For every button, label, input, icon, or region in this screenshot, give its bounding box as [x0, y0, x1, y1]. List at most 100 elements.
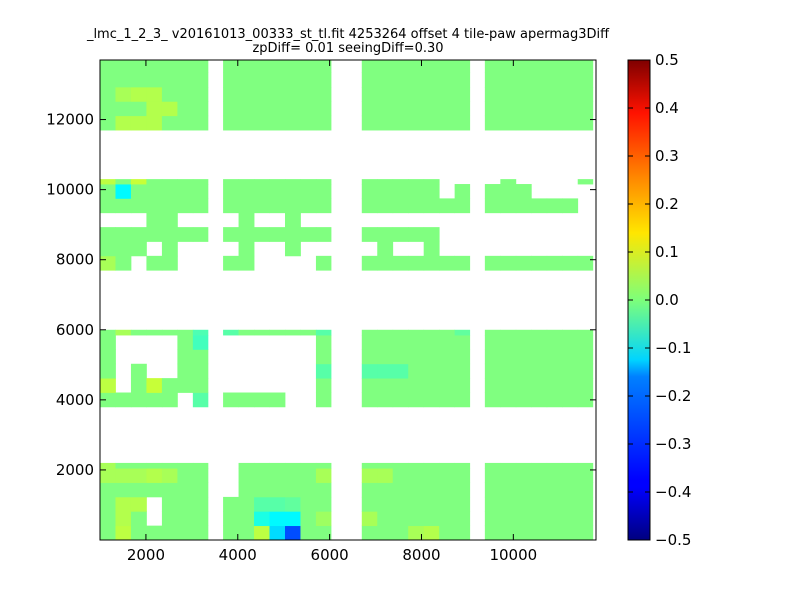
heatmap-cell	[361, 462, 378, 469]
heatmap-cell	[454, 335, 471, 350]
heatmap-cell	[361, 468, 378, 483]
y-tick-label: 4000	[56, 391, 94, 409]
heatmap-cell	[377, 179, 394, 185]
heatmap-cell	[423, 86, 440, 102]
heatmap-cell	[146, 468, 163, 483]
heatmap-cell	[515, 335, 532, 350]
heatmap-cell	[146, 482, 163, 498]
heatmap-cell	[377, 482, 394, 498]
heatmap-cell	[423, 329, 440, 336]
heatmap-cell	[315, 198, 332, 214]
heatmap-cell	[192, 496, 209, 512]
heatmap-cell	[192, 329, 209, 336]
heatmap-cell	[562, 378, 579, 393]
heatmap-cell	[361, 72, 378, 88]
heatmap-cell	[177, 496, 194, 512]
heatmap-cell	[238, 184, 255, 199]
heatmap-cell	[161, 462, 178, 469]
heatmap-cell	[238, 72, 255, 88]
heatmap-cell	[177, 349, 194, 365]
heatmap-cell	[361, 179, 378, 185]
heatmap-cell	[423, 378, 440, 393]
heatmap-cell	[238, 392, 255, 408]
heatmap-cell	[177, 60, 194, 74]
heatmap-cell	[500, 329, 517, 336]
heatmap-cell	[439, 496, 456, 512]
heatmap-cell	[192, 392, 209, 408]
heatmap-cell	[408, 335, 425, 350]
heatmap-cell	[161, 525, 178, 541]
heatmap-cell	[546, 255, 563, 271]
heatmap-cell	[577, 392, 594, 408]
heatmap-cell	[177, 184, 194, 199]
heatmap-cell	[439, 462, 456, 469]
heatmap-cell	[100, 72, 116, 88]
heatmap-cell	[238, 60, 255, 74]
heatmap-cell	[484, 72, 501, 88]
heatmap-cell	[177, 115, 194, 131]
heatmap-cell	[161, 212, 178, 228]
heatmap-cell	[577, 86, 594, 102]
heatmap-cell	[439, 363, 456, 379]
heatmap-cell	[315, 468, 332, 483]
heatmap-cell	[531, 329, 548, 336]
heatmap-cell	[161, 468, 178, 483]
heatmap-cell	[531, 349, 548, 365]
heatmap-cell	[577, 72, 594, 88]
heatmap-cell	[408, 525, 425, 541]
x-tick-label: 4000	[219, 546, 257, 564]
heatmap-cell	[377, 392, 394, 408]
heatmap-cell	[577, 60, 594, 74]
heatmap-cell	[238, 468, 255, 483]
heatmap-cell	[500, 255, 517, 271]
heatmap-cell	[284, 241, 301, 257]
heatmap-cell	[408, 496, 425, 512]
heatmap-cell	[115, 525, 132, 541]
heatmap-cell	[300, 329, 317, 336]
heatmap-cell	[408, 72, 425, 88]
heatmap-cell	[130, 179, 147, 185]
heatmap-cell	[454, 378, 471, 393]
heatmap-cell	[408, 255, 425, 271]
heatmap-cell	[484, 184, 501, 199]
heatmap-cell	[100, 60, 116, 74]
heatmap-cell	[115, 115, 132, 131]
colorbar-tick-label: −0.2	[655, 387, 691, 405]
heatmap-cell	[192, 378, 209, 393]
heatmap-cell	[254, 115, 270, 131]
heatmap-cell	[146, 392, 163, 408]
heatmap-cells	[100, 60, 594, 541]
heatmap-cell	[284, 525, 301, 541]
heatmap-cell	[115, 482, 132, 498]
heatmap-cell	[577, 363, 594, 379]
heatmap-cell	[361, 349, 378, 365]
heatmap-cell	[531, 198, 548, 214]
heatmap-cell	[500, 525, 517, 541]
heatmap-cell	[531, 525, 548, 541]
heatmap-cell	[439, 101, 456, 117]
heatmap-cell	[515, 363, 532, 379]
heatmap-cell	[284, 482, 301, 498]
heatmap-cell	[377, 329, 394, 336]
heatmap-cell	[408, 482, 425, 498]
heatmap-cell	[546, 496, 563, 512]
heatmap-cell	[423, 60, 440, 74]
heatmap-cell	[115, 511, 132, 527]
heatmap-cell	[484, 392, 501, 408]
heatmap-cell	[500, 72, 517, 88]
heatmap-cell	[577, 115, 594, 131]
heatmap-cell	[454, 329, 471, 336]
heatmap-cell	[408, 468, 425, 483]
heatmap-cell	[484, 255, 501, 271]
heatmap-cell	[423, 101, 440, 117]
heatmap-cell	[361, 482, 378, 498]
heatmap-cell	[454, 482, 471, 498]
heatmap-cell	[454, 468, 471, 483]
y-tick-label: 8000	[56, 251, 94, 269]
heatmap-cell	[562, 363, 579, 379]
heatmap-cell	[192, 468, 209, 483]
heatmap-cell	[531, 72, 548, 88]
heatmap-cell	[484, 462, 501, 469]
heatmap-cell	[439, 198, 456, 214]
heatmap-cell	[115, 241, 132, 257]
